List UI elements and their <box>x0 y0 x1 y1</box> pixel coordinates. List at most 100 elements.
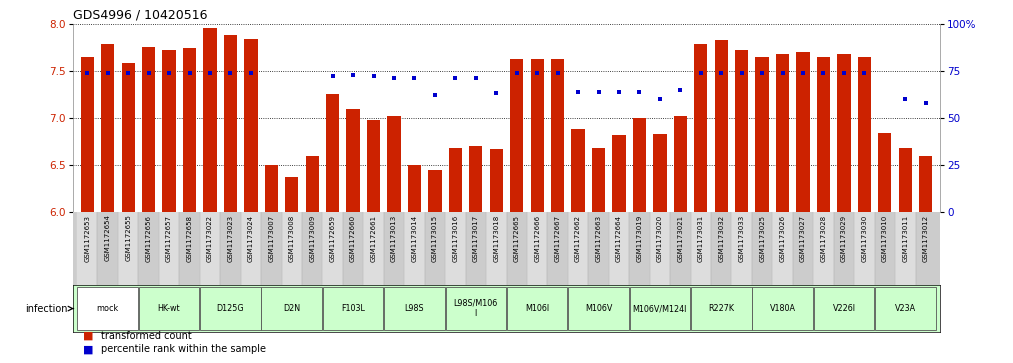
Text: F103L: F103L <box>341 304 365 313</box>
Bar <box>653 134 667 212</box>
Text: GSM1173033: GSM1173033 <box>738 215 745 262</box>
Text: GSM1172658: GSM1172658 <box>186 215 192 261</box>
Text: GSM1173026: GSM1173026 <box>780 215 786 262</box>
Bar <box>408 165 421 212</box>
Bar <box>592 148 605 212</box>
Text: L98S/M106
I: L98S/M106 I <box>454 299 498 318</box>
Bar <box>139 212 159 285</box>
Bar <box>511 60 524 212</box>
Text: GSM1173010: GSM1173010 <box>882 215 887 262</box>
Bar <box>428 170 442 212</box>
Bar <box>506 212 527 285</box>
Bar <box>204 28 217 212</box>
Text: GSM1173016: GSM1173016 <box>453 215 458 262</box>
Text: GSM1172656: GSM1172656 <box>146 215 152 261</box>
Bar <box>874 212 895 285</box>
Text: GSM1172665: GSM1172665 <box>514 215 520 261</box>
Bar <box>445 212 466 285</box>
Bar <box>81 57 94 212</box>
Bar <box>466 212 486 285</box>
Bar <box>346 109 360 212</box>
Bar <box>756 57 769 212</box>
Text: GSM1173021: GSM1173021 <box>678 215 684 262</box>
Bar <box>772 212 793 285</box>
Bar <box>469 146 482 212</box>
FancyBboxPatch shape <box>568 287 629 330</box>
Bar <box>694 44 707 212</box>
FancyBboxPatch shape <box>813 287 874 330</box>
FancyBboxPatch shape <box>384 287 445 330</box>
Bar <box>816 57 830 212</box>
Text: GSM1173024: GSM1173024 <box>248 215 254 261</box>
Text: GSM1173028: GSM1173028 <box>821 215 827 262</box>
Bar <box>531 58 544 212</box>
Text: GSM1173008: GSM1173008 <box>289 215 295 262</box>
Text: GSM1172663: GSM1172663 <box>596 215 602 262</box>
Bar <box>244 39 257 212</box>
Bar <box>224 35 237 212</box>
Bar <box>547 212 568 285</box>
Bar <box>711 212 731 285</box>
Bar <box>629 212 649 285</box>
FancyBboxPatch shape <box>77 287 138 330</box>
Text: GSM1173032: GSM1173032 <box>718 215 724 262</box>
Bar <box>77 212 97 285</box>
Text: GSM1172659: GSM1172659 <box>329 215 335 261</box>
Bar <box>241 212 261 285</box>
Text: GSM1172667: GSM1172667 <box>555 215 560 262</box>
FancyBboxPatch shape <box>139 287 200 330</box>
Bar <box>916 212 936 285</box>
Bar <box>342 212 364 285</box>
Bar <box>449 148 462 212</box>
Text: GSM1173007: GSM1173007 <box>268 215 275 262</box>
Text: GSM1173018: GSM1173018 <box>493 215 499 262</box>
Bar <box>858 57 871 212</box>
Bar <box>793 212 813 285</box>
Bar <box>551 60 564 212</box>
Text: GSM1172660: GSM1172660 <box>350 215 357 262</box>
Bar <box>878 133 891 212</box>
Bar <box>122 63 135 212</box>
Bar <box>162 50 175 212</box>
Bar <box>527 212 547 285</box>
Bar <box>854 212 874 285</box>
Text: percentile rank within the sample: percentile rank within the sample <box>101 344 266 354</box>
Bar <box>895 212 916 285</box>
Bar <box>367 120 380 212</box>
Bar <box>118 212 139 285</box>
Text: ■: ■ <box>83 344 93 354</box>
Bar <box>424 212 445 285</box>
Bar <box>674 116 687 212</box>
Bar <box>404 212 424 285</box>
Bar <box>834 212 854 285</box>
Bar <box>322 212 342 285</box>
Bar <box>489 149 502 212</box>
Text: GSM1172662: GSM1172662 <box>575 215 581 261</box>
Text: mock: mock <box>96 304 119 313</box>
Text: GSM1173020: GSM1173020 <box>656 215 663 262</box>
Bar <box>612 135 626 212</box>
Text: GSM1173023: GSM1173023 <box>227 215 233 262</box>
Text: GSM1173027: GSM1173027 <box>800 215 806 262</box>
Text: V180A: V180A <box>770 304 795 313</box>
Text: GSM1173011: GSM1173011 <box>903 215 909 262</box>
Text: ■: ■ <box>83 331 93 341</box>
Bar <box>179 212 200 285</box>
Bar <box>384 212 404 285</box>
Text: GDS4996 / 10420516: GDS4996 / 10420516 <box>73 9 208 22</box>
Bar <box>326 94 339 212</box>
Bar <box>568 212 589 285</box>
Text: L98S: L98S <box>404 304 424 313</box>
Text: GSM1173019: GSM1173019 <box>636 215 642 262</box>
Bar <box>142 47 155 212</box>
Text: GSM1172654: GSM1172654 <box>104 215 110 261</box>
Text: GSM1173030: GSM1173030 <box>861 215 867 262</box>
Text: GSM1172664: GSM1172664 <box>616 215 622 261</box>
Text: GSM1173015: GSM1173015 <box>432 215 438 262</box>
Text: V23A: V23A <box>894 304 916 313</box>
Text: transformed count: transformed count <box>101 331 192 341</box>
Text: M106V: M106V <box>585 304 612 313</box>
Text: M106V/M124I: M106V/M124I <box>633 304 687 313</box>
Text: GSM1173031: GSM1173031 <box>698 215 704 262</box>
FancyBboxPatch shape <box>446 287 506 330</box>
